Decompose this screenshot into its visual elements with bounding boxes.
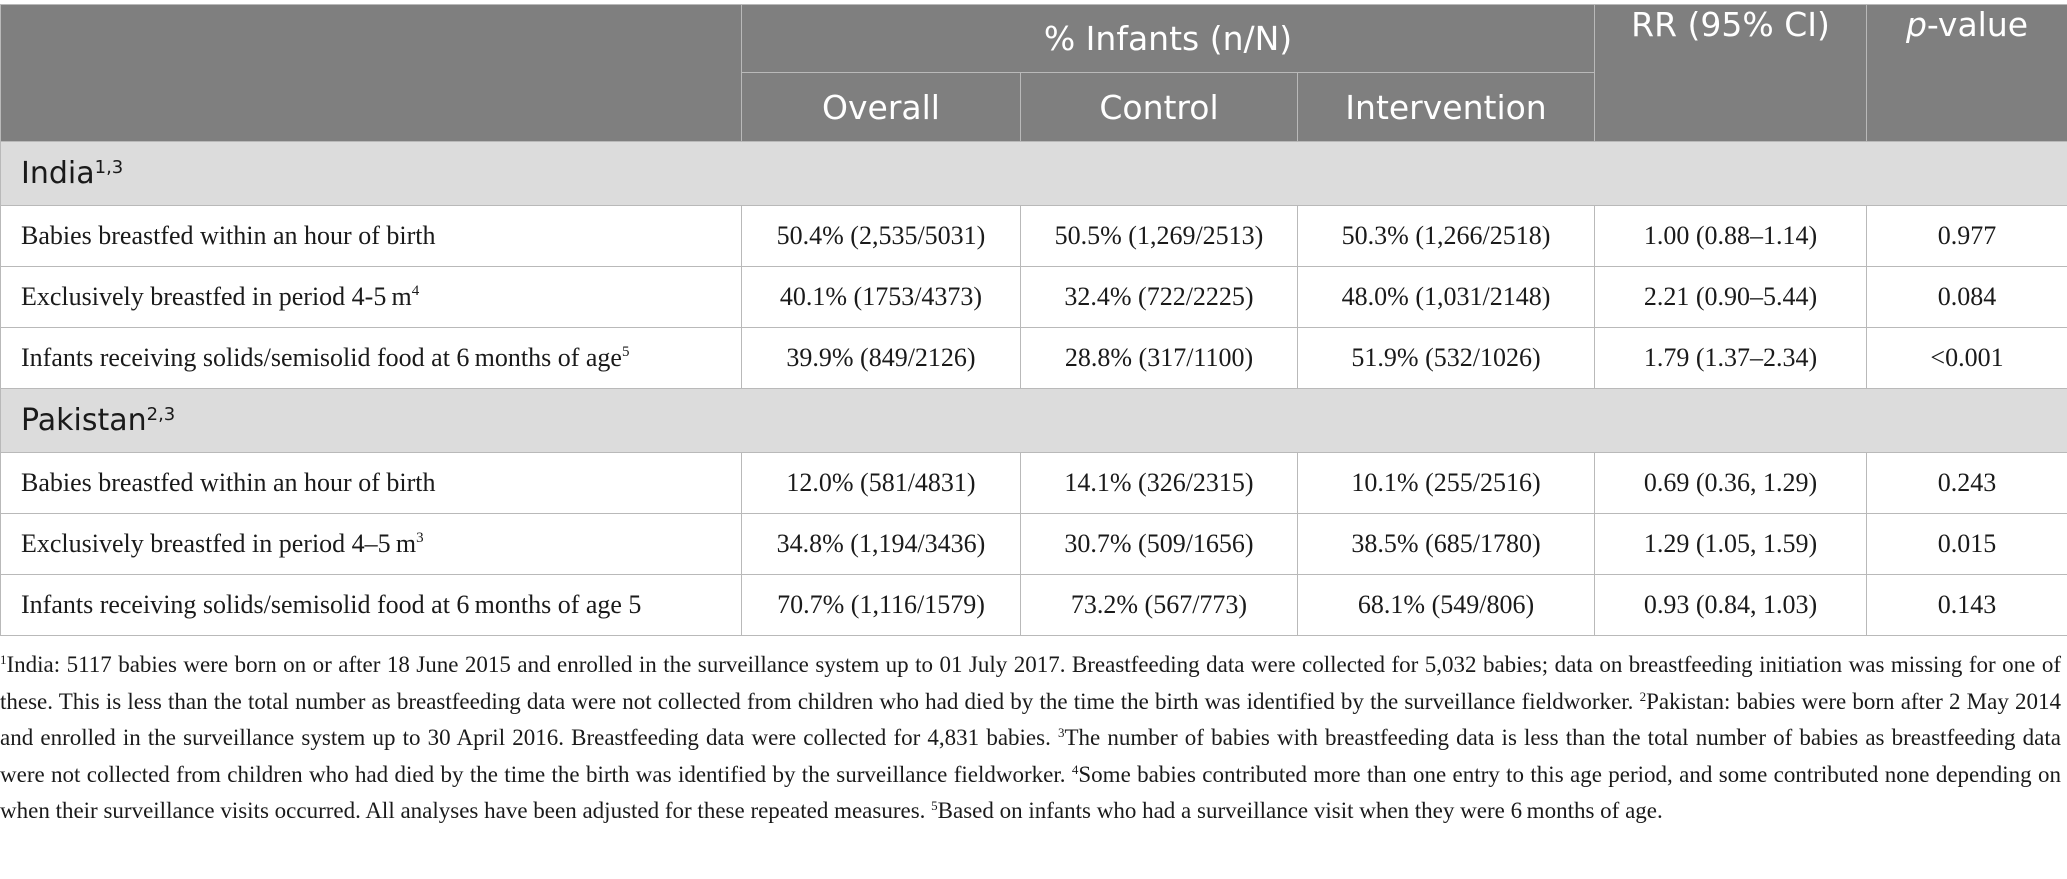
- section-row-pakistan: Pakistan2,3: [0, 388, 2067, 453]
- cell-intervention: 51.9% (532/1026): [1296, 327, 1596, 389]
- header-intervention: Intervention: [1296, 72, 1596, 142]
- cell-rr: 0.93 (0.84, 1.03): [1594, 574, 1868, 636]
- row-label-text: Babies breastfed within an hour of birth: [21, 468, 436, 497]
- row-label-text: Exclusively breastfed in period 4–5 m: [21, 529, 417, 558]
- section-name: India: [21, 156, 95, 191]
- cell-overall: 50.4% (2,535/5031): [741, 205, 1021, 267]
- header-pvalue-rest: -value: [1926, 5, 2029, 44]
- header-control: Control: [1020, 72, 1298, 142]
- header-group-infants: % Infants (n/N): [740, 4, 1596, 73]
- cell-pvalue: 0.243: [1866, 452, 2067, 514]
- footnote-text: The number of babies with breastfeeding …: [0, 725, 2061, 787]
- cell-overall: 39.9% (849/2126): [741, 327, 1021, 389]
- footnote-marker: 4: [1071, 761, 1079, 777]
- cell-control: 73.2% (567/773): [1020, 574, 1298, 636]
- table-footnotes: 1India: 5117 babies were born on or afte…: [0, 636, 2067, 827]
- cell-intervention: 50.3% (1,266/2518): [1296, 205, 1596, 267]
- row-label: Babies breastfed within an hour of birth: [0, 205, 742, 267]
- cell-control: 28.8% (317/1100): [1020, 327, 1298, 389]
- cell-overall: 40.1% (1753/4373): [741, 266, 1021, 328]
- table-row: Infants receiving solids/semisolid food …: [0, 327, 2067, 389]
- section-sup: 2,3: [146, 404, 176, 425]
- table-row: Infants receiving solids/semisolid food …: [0, 574, 2067, 636]
- cell-pvalue: 0.143: [1866, 574, 2067, 636]
- results-table: % Infants (n/N) RR (95% CI) p-value Over…: [0, 4, 2067, 636]
- table-row: Exclusively breastfed in period 4-5 m4 4…: [0, 266, 2067, 328]
- footnote-marker: 3: [1057, 725, 1065, 740]
- cell-rr: 1.00 (0.88–1.14): [1594, 205, 1868, 267]
- cell-pvalue: 0.015: [1866, 513, 2067, 575]
- header-pvalue: p-value: [1866, 4, 2067, 142]
- footnote-marker: 5: [931, 798, 938, 813]
- header-blank-cell: [0, 4, 742, 142]
- cell-rr: 2.21 (0.90–5.44): [1594, 266, 1868, 328]
- section-label-pakistan: Pakistan2,3: [0, 388, 2067, 453]
- cell-rr: 0.69 (0.36, 1.29): [1594, 452, 1868, 514]
- section-name: Pakistan: [21, 403, 147, 438]
- header-row-2: Overall Control Intervention: [1, 72, 2067, 142]
- cell-control: 50.5% (1,269/2513): [1020, 205, 1298, 267]
- cell-intervention: 48.0% (1,031/2148): [1296, 266, 1596, 328]
- cell-pvalue: 0.977: [1866, 205, 2067, 267]
- footnote-text: Based on infants who had a surveillance …: [937, 798, 1663, 823]
- row-label-sup: 5: [621, 344, 630, 360]
- section-sup: 1,3: [94, 157, 124, 178]
- cell-pvalue: 0.084: [1866, 266, 2067, 328]
- header-row-1: % Infants (n/N) RR (95% CI) p-value: [0, 4, 2067, 142]
- footnote-text: Pakistan: babies were born after 2 May 2…: [0, 688, 2061, 751]
- cell-intervention: 38.5% (685/1780): [1296, 513, 1596, 575]
- row-label-text: Infants receiving solids/semisolid food …: [21, 590, 642, 619]
- cell-rr: 1.29 (1.05, 1.59): [1594, 513, 1868, 575]
- row-label: Exclusively breastfed in period 4–5 m3: [0, 513, 742, 575]
- cell-overall: 70.7% (1,116/1579): [741, 574, 1021, 636]
- table-row: Exclusively breastfed in period 4–5 m3 3…: [0, 513, 2067, 575]
- cell-control: 32.4% (722/2225): [1020, 266, 1298, 328]
- row-label-text: Babies breastfed within an hour of birth: [21, 221, 436, 250]
- cell-overall: 34.8% (1,194/3436): [741, 513, 1021, 575]
- header-pvalue-italic: p: [1905, 5, 1927, 44]
- section-label-india: India1,3: [0, 141, 2067, 206]
- cell-overall: 12.0% (581/4831): [741, 452, 1021, 514]
- row-label-sup: 4: [411, 283, 420, 299]
- row-label-text: Exclusively breastfed in period 4-5 m: [21, 282, 412, 311]
- footnote-text: Some babies contributed more than one en…: [0, 761, 2061, 824]
- cell-control: 14.1% (326/2315): [1020, 452, 1298, 514]
- row-label: Babies breastfed within an hour of birth: [0, 452, 742, 514]
- table-row: Babies breastfed within an hour of birth…: [0, 452, 2067, 514]
- footnote-text: India: 5117 babies were born on or after…: [0, 652, 2061, 714]
- cell-intervention: 10.1% (255/2516): [1296, 452, 1596, 514]
- row-label: Exclusively breastfed in period 4-5 m4: [0, 266, 742, 328]
- cell-pvalue: <0.001: [1866, 327, 2067, 389]
- row-label: Infants receiving solids/semisolid food …: [0, 327, 742, 389]
- section-row-india: India1,3: [0, 141, 2067, 206]
- row-label-sup: 3: [416, 530, 424, 546]
- row-label: Infants receiving solids/semisolid food …: [0, 574, 742, 636]
- cell-intervention: 68.1% (549/806): [1296, 574, 1596, 636]
- table-row: Babies breastfed within an hour of birth…: [0, 205, 2067, 267]
- header-overall: Overall: [741, 72, 1021, 142]
- cell-rr: 1.79 (1.37–2.34): [1594, 327, 1868, 389]
- header-rr: RR (95% CI): [1594, 4, 1868, 142]
- footnote-marker: 2: [1639, 688, 1647, 704]
- footnote-marker: 1: [0, 652, 7, 667]
- table-container: % Infants (n/N) RR (95% CI) p-value Over…: [0, 4, 2067, 827]
- cell-control: 30.7% (509/1656): [1020, 513, 1298, 575]
- row-label-text: Infants receiving solids/semisolid food …: [21, 343, 622, 372]
